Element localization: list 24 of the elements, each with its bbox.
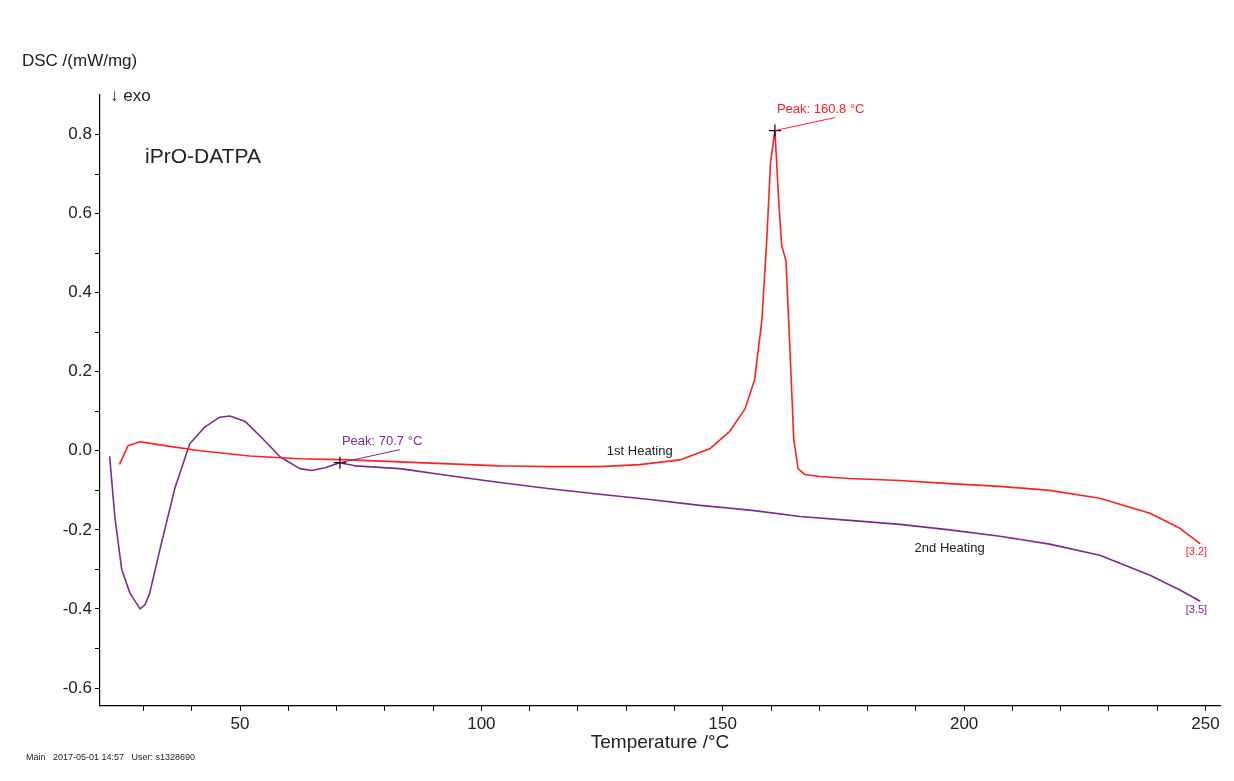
y-tick-label: 0.2 <box>68 361 92 381</box>
annotation: [3.2] <box>1185 545 1208 558</box>
text: Main 2017-05-01 14:57 User: s1328690 <box>26 752 196 762</box>
y-tick-label: 0.6 <box>68 203 92 223</box>
text: iPrO-DATPA <box>145 144 261 167</box>
x-tick-label: 150 <box>708 713 737 733</box>
annotation: [3.5] <box>1185 603 1208 616</box>
x-tick-label: 200 <box>949 713 979 733</box>
y-tick-label: -0.4 <box>62 598 92 618</box>
y-tick-label: 0.8 <box>68 124 92 144</box>
y-tick-label: 0.0 <box>68 440 92 460</box>
annotation: ↓ exo <box>110 86 151 105</box>
x-axis-title: Temperature /°C <box>590 730 730 752</box>
y-tick-label: -0.6 <box>62 677 92 697</box>
y-tick-label: -0.2 <box>62 519 92 539</box>
x-tick-label: 50 <box>230 713 250 733</box>
series-label: 2nd Heating <box>914 539 985 555</box>
y-tick-label: 0.4 <box>68 282 92 302</box>
series-label: 1st Heating <box>606 442 673 458</box>
annotation: Peak: 160.8 °C <box>776 100 865 116</box>
annotation: Peak: 70.7 °C <box>341 432 423 448</box>
x-tick-label: 250 <box>1191 713 1220 733</box>
y-axis-title: DSC /(mW/mg) <box>22 51 138 70</box>
x-tick-label: 100 <box>467 713 496 733</box>
